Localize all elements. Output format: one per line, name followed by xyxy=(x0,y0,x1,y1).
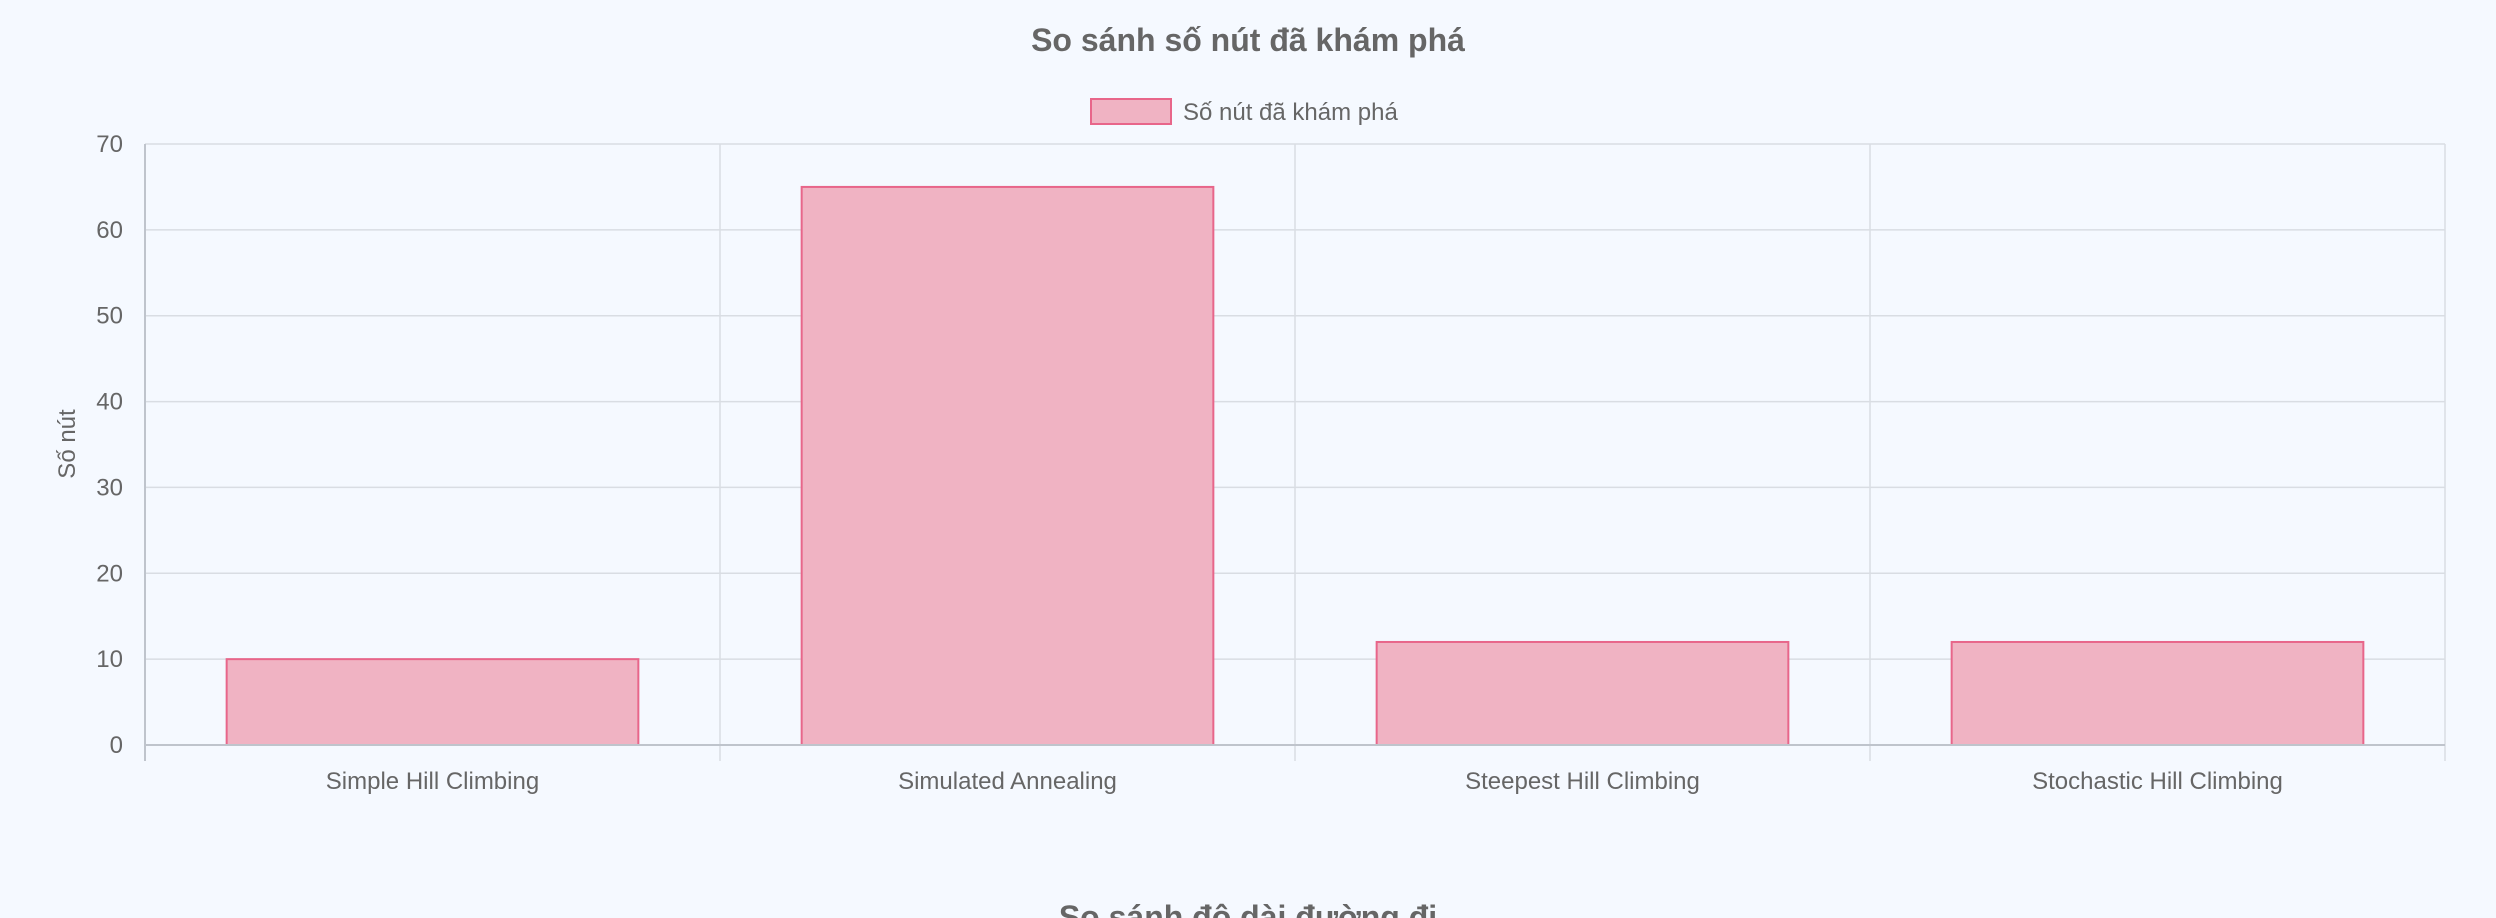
plot-area: 0 10 20 30 40 50 60 70 Simple Hill Climbing Simul… xyxy=(96,131,2446,795)
y-tick-label: 10 xyxy=(96,646,123,673)
x-tick-label: Simple Hill Climbing xyxy=(326,768,539,795)
y-tick-label: 60 xyxy=(96,217,123,244)
y-tick-label: 0 xyxy=(110,732,123,759)
x-tick-label: Simulated Annealing xyxy=(898,768,1117,795)
chart-title: So sánh số nút đã khám phá xyxy=(1031,22,1465,58)
bar xyxy=(800,185,1215,746)
bar xyxy=(225,658,640,747)
x-tick-label: Steepest Hill Climbing xyxy=(1465,768,1700,795)
y-tick-label: 30 xyxy=(96,474,123,501)
legend[interactable]: Số nút đã khám phá xyxy=(1090,98,1398,126)
next-chart-title: So sánh độ dài đường đi xyxy=(1059,899,1437,918)
y-tick-label: 20 xyxy=(96,560,123,587)
bar xyxy=(1375,640,1790,747)
legend-swatch xyxy=(1090,98,1172,125)
y-tick-label: 70 xyxy=(96,131,123,158)
y-axis-title: Số nút xyxy=(54,409,81,479)
bar xyxy=(1950,640,2365,747)
y-tick-label: 50 xyxy=(96,303,123,330)
y-tick-label: 40 xyxy=(96,389,123,416)
x-tick-label: Stochastic Hill Climbing xyxy=(2032,768,2283,795)
legend-label: Số nút đã khám phá xyxy=(1183,99,1398,126)
